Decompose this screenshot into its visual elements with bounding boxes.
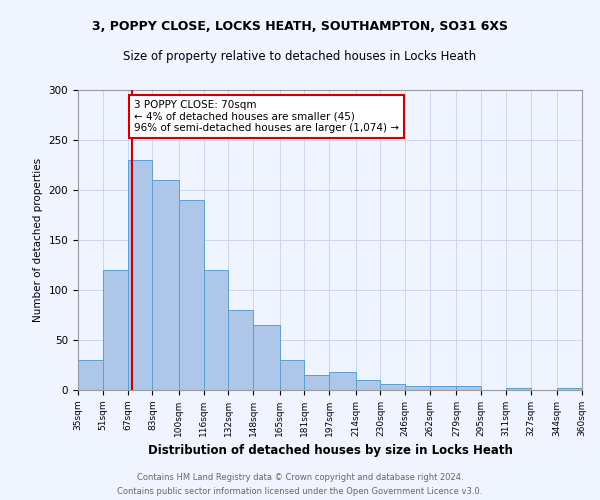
Bar <box>103 270 128 390</box>
Bar <box>304 375 329 390</box>
Bar <box>78 360 103 390</box>
Text: Size of property relative to detached houses in Locks Heath: Size of property relative to detached ho… <box>124 50 476 63</box>
Text: Contains public sector information licensed under the Open Government Licence v3: Contains public sector information licen… <box>118 488 482 496</box>
Bar <box>253 325 280 390</box>
Bar <box>380 384 405 390</box>
Bar <box>280 360 304 390</box>
Bar <box>329 372 356 390</box>
Bar <box>203 270 229 390</box>
Text: Contains HM Land Registry data © Crown copyright and database right 2024.: Contains HM Land Registry data © Crown c… <box>137 472 463 482</box>
Bar <box>179 200 203 390</box>
Bar <box>457 386 481 390</box>
Bar <box>128 160 152 390</box>
X-axis label: Distribution of detached houses by size in Locks Heath: Distribution of detached houses by size … <box>148 444 512 458</box>
Bar <box>557 388 582 390</box>
Bar <box>506 388 531 390</box>
Text: 3, POPPY CLOSE, LOCKS HEATH, SOUTHAMPTON, SO31 6XS: 3, POPPY CLOSE, LOCKS HEATH, SOUTHAMPTON… <box>92 20 508 33</box>
Bar <box>229 310 253 390</box>
Bar <box>405 386 430 390</box>
Y-axis label: Number of detached properties: Number of detached properties <box>33 158 43 322</box>
Bar <box>356 380 380 390</box>
Text: 3 POPPY CLOSE: 70sqm
← 4% of detached houses are smaller (45)
96% of semi-detach: 3 POPPY CLOSE: 70sqm ← 4% of detached ho… <box>134 100 399 133</box>
Bar <box>430 386 457 390</box>
Bar <box>152 180 179 390</box>
